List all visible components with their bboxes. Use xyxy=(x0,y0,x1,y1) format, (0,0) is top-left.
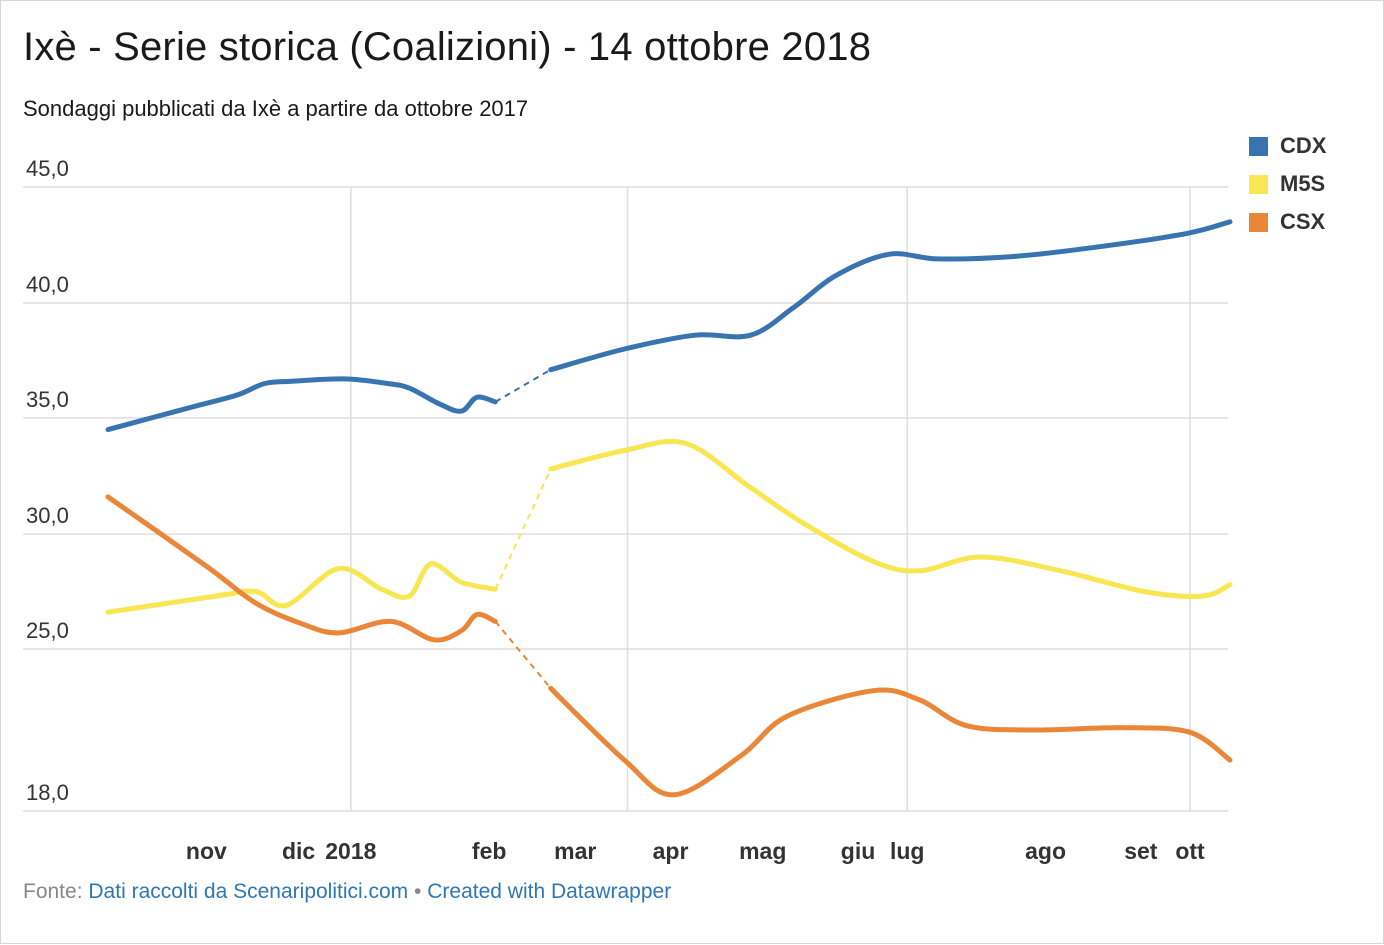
chart-legend: CDX M5S CSX xyxy=(1249,127,1326,241)
series-line-m5s-part2 xyxy=(548,438,1233,599)
source-link[interactable]: Dati raccolti da Scenaripolitici.com xyxy=(88,880,409,903)
x-tick-label: feb xyxy=(472,838,507,864)
datawrapper-link[interactable]: Created with Datawrapper xyxy=(427,880,672,903)
y-tick-label: 30,0 xyxy=(26,503,69,528)
x-tick-label: 2018 xyxy=(325,838,376,864)
x-tick-label: mag xyxy=(739,838,786,864)
legend-item-cdx: CDX xyxy=(1249,127,1326,165)
series-line-cdx-part1 xyxy=(105,376,498,433)
x-tick-label: giu xyxy=(841,838,876,864)
legend-item-m5s: M5S xyxy=(1249,165,1326,203)
x-tick-label: mar xyxy=(554,838,596,864)
x-tick-label: set xyxy=(1124,838,1158,864)
legend-item-csx: CSX xyxy=(1249,203,1326,241)
chart-title: Ixè - Serie storica (Coalizioni) - 14 ot… xyxy=(23,25,872,69)
series-gap-cdx xyxy=(494,368,552,403)
x-tick-label: dic xyxy=(282,838,315,864)
legend-label-m5s: M5S xyxy=(1280,171,1326,196)
y-tick-label: 18,0 xyxy=(26,780,69,805)
legend-label-csx: CSX xyxy=(1280,209,1326,234)
y-tick-label: 45,0 xyxy=(26,156,69,181)
legend-label-cdx: CDX xyxy=(1280,133,1327,158)
x-tick-label: lug xyxy=(890,838,925,864)
series-line-csx-part1 xyxy=(105,494,498,643)
legend-swatch-csx xyxy=(1249,212,1268,232)
series-line-cdx-part2 xyxy=(548,219,1233,373)
series-gap-m5s xyxy=(494,468,552,590)
legend-swatch-m5s xyxy=(1249,174,1268,194)
x-tick-label: nov xyxy=(186,838,227,864)
x-tick-label: ago xyxy=(1025,838,1066,864)
y-tick-label: 35,0 xyxy=(26,387,69,412)
x-tick-label: apr xyxy=(653,838,689,864)
series-gap-csx xyxy=(494,620,552,689)
chart-subtitle: Sondaggi pubblicati da Ixè a partire da … xyxy=(23,96,529,121)
series-line-csx-part2 xyxy=(548,685,1233,798)
x-tick-label: ott xyxy=(1175,838,1205,864)
chart-footer: Fonte: Dati raccolti da Scenaripolitici.… xyxy=(23,880,671,904)
footer-separator: • xyxy=(414,880,422,903)
series-line-m5s-part1 xyxy=(105,561,498,615)
y-tick-label: 25,0 xyxy=(26,618,69,643)
y-tick-label: 40,0 xyxy=(26,272,69,297)
footer-source-prefix: Fonte: xyxy=(23,880,83,903)
legend-swatch-cdx xyxy=(1249,136,1268,156)
